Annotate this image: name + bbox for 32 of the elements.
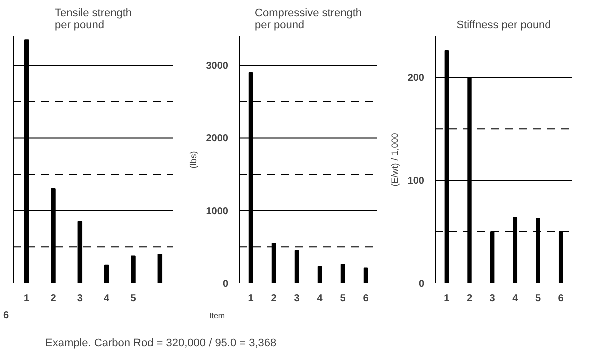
x-tick-label: 5 (340, 294, 346, 304)
x-tick-label: 2 (271, 294, 278, 304)
x-tick-label: 4 (104, 294, 110, 304)
x-tick-label: 1 (24, 294, 30, 304)
x-tick-label: 2 (50, 294, 57, 304)
x-tick-label: 1 (248, 294, 254, 304)
y-axis-title: (E/wt) / 1,000 (390, 133, 400, 187)
y-tick-label: 100 (408, 176, 425, 188)
y-tick-label: 0 (222, 279, 229, 290)
x-axis-title: Item (210, 312, 226, 320)
x-tick-label: 3 (294, 294, 300, 304)
x-tick-label: 5 (535, 294, 542, 304)
chart-title: Tensile strength per pound (54, 8, 132, 32)
x-tick-label: 6 (558, 294, 564, 304)
y-tick-label: 2000 (206, 134, 229, 145)
x-tick-label: 6 (363, 294, 370, 304)
chart-title: Stiffness per pound (456, 20, 552, 32)
y-tick-label: 1000 (206, 206, 229, 218)
chart-title: Compressive strength per pound (255, 8, 362, 32)
y-tick-label: 3000 (206, 61, 229, 72)
x-tick-label: 4 (317, 294, 324, 304)
x-tick-label: 5 (130, 294, 137, 304)
text: 6 (4, 310, 10, 322)
y-tick-label: 0 (418, 279, 425, 290)
y-tick-label: 200 (408, 73, 425, 84)
y-axis-title: (lbs) (188, 151, 198, 169)
x-tick-label: 2 (466, 294, 473, 304)
text: Example. Carbon Rod = 320,000 / 95.0 = 3,368 (46, 338, 277, 350)
x-tick-label: 1 (444, 294, 450, 304)
x-tick-label: 3 (77, 294, 84, 304)
x-tick-label: 4 (512, 294, 519, 304)
x-tick-label: 3 (490, 294, 496, 304)
